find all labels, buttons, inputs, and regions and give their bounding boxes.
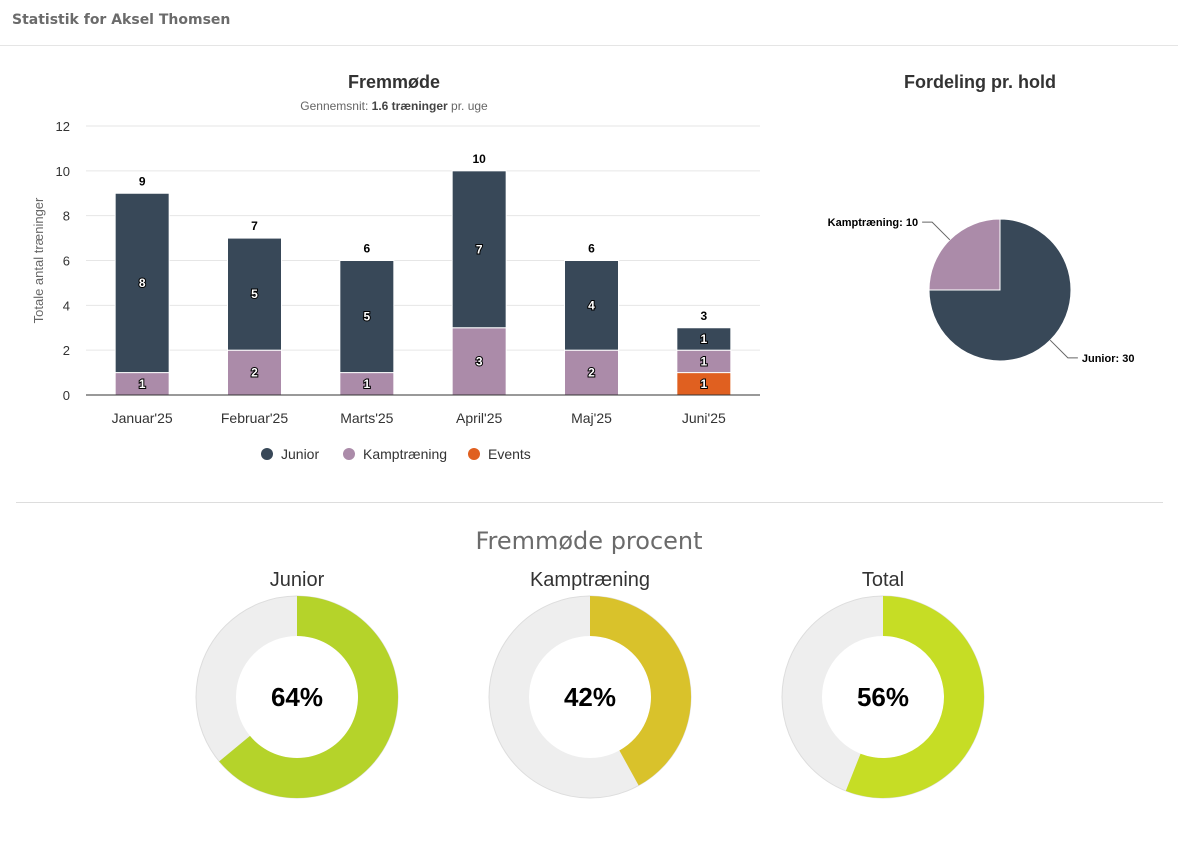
donut-percent-label: 42% bbox=[564, 682, 616, 712]
donut-value-arc bbox=[590, 596, 691, 786]
x-tick-label: Januar'25 bbox=[112, 410, 173, 426]
pie-connector bbox=[922, 221, 951, 241]
y-tick-label: 8 bbox=[63, 209, 70, 224]
bar-segment bbox=[451, 170, 507, 329]
x-tick-label: April'25 bbox=[456, 410, 502, 426]
y-axis-label: Totale antal træninger bbox=[31, 197, 46, 323]
bar-segment bbox=[339, 260, 395, 374]
pie-data-label: Junior: 30 bbox=[1082, 353, 1135, 365]
chart-subtitle: Gennemsnit: 1.6 træninger pr. uge bbox=[300, 99, 488, 113]
legend-item: Junior bbox=[281, 446, 319, 462]
y-tick-label: 10 bbox=[56, 164, 70, 179]
bar-data-label: 1 bbox=[700, 377, 707, 391]
donut-gauge: 56% bbox=[781, 595, 985, 799]
pie-data-label: Kamptræning: 10 bbox=[828, 217, 918, 229]
page-header: Statistik for Aksel Thomsen bbox=[0, 0, 1178, 46]
donut-total: Total 56% bbox=[763, 565, 1003, 825]
x-tick-label: Februar'25 bbox=[221, 410, 288, 426]
bar-data-label: 7 bbox=[476, 242, 483, 256]
legend-item: Kamptræning bbox=[363, 446, 447, 462]
bar-segment bbox=[227, 237, 282, 351]
legend-item: Events bbox=[488, 446, 531, 462]
y-tick-label: 0 bbox=[63, 388, 70, 403]
donut-kamptraening: Kamptræning 42% bbox=[470, 565, 710, 825]
bar-data-label: 2 bbox=[588, 366, 595, 380]
donut-value-arc bbox=[219, 596, 399, 798]
donut-percent-label: 64% bbox=[271, 682, 323, 712]
bar-data-label: 5 bbox=[251, 287, 258, 301]
bar-data-label: 8 bbox=[139, 276, 146, 290]
legend-marker bbox=[468, 448, 480, 460]
page-title: Statistik for Aksel Thomsen bbox=[12, 12, 231, 28]
donut-value-arc bbox=[845, 596, 984, 798]
y-tick-label: 6 bbox=[63, 254, 70, 269]
bar-data-label: 1 bbox=[139, 377, 146, 391]
bar-data-label: 5 bbox=[363, 310, 370, 324]
bar-total-label: 6 bbox=[363, 242, 370, 256]
bar-data-label: 1 bbox=[700, 332, 707, 346]
bar-segment bbox=[564, 349, 619, 396]
y-tick-label: 2 bbox=[63, 343, 70, 358]
team-distribution-pie-chart: Fordeling pr. hold Kamptræning: 10 Junior:… bbox=[828, 72, 1135, 365]
x-tick-label: Juni'25 bbox=[682, 410, 726, 426]
donut-title: Kamptræning bbox=[529, 569, 651, 591]
x-tick-label: Maj'25 bbox=[571, 410, 612, 426]
chart-title: Fremmøde bbox=[348, 72, 440, 92]
donut-gauge: 42% bbox=[488, 595, 692, 799]
pie-connector bbox=[1049, 339, 1078, 359]
chart-title: Fordeling pr. hold bbox=[904, 72, 1056, 92]
bar-total-label: 3 bbox=[700, 309, 707, 323]
bar-data-label: 4 bbox=[588, 298, 595, 312]
bar-segment bbox=[564, 260, 619, 351]
bar-total-label: 6 bbox=[588, 242, 595, 256]
bar-total-label: 10 bbox=[472, 152, 486, 166]
legend-marker bbox=[343, 448, 355, 460]
bar-data-label: 1 bbox=[700, 354, 707, 368]
donut-title: Total bbox=[861, 569, 905, 591]
y-tick-label: 12 bbox=[56, 119, 70, 134]
legend-marker bbox=[261, 448, 273, 460]
section-divider bbox=[16, 502, 1163, 503]
bar-segment bbox=[676, 327, 732, 351]
x-tick-label: Marts'25 bbox=[340, 410, 393, 426]
bar-segment bbox=[114, 192, 170, 374]
bar-data-label: 2 bbox=[251, 366, 258, 380]
donut-gauge: 64% bbox=[195, 595, 399, 799]
bar-data-label: 3 bbox=[476, 354, 483, 368]
y-tick-label: 4 bbox=[63, 298, 70, 313]
bar-total-label: 7 bbox=[251, 219, 258, 233]
bar-total-label: 9 bbox=[139, 174, 146, 188]
bar-data-label: 1 bbox=[363, 377, 370, 391]
donut-junior: Junior 64% bbox=[177, 565, 417, 825]
donut-title: Junior bbox=[269, 569, 325, 591]
attendance-percent-title: Fremmøde procent bbox=[475, 527, 703, 555]
donut-percent-label: 56% bbox=[857, 682, 909, 712]
attendance-bar-chart: Fremmøde Gennemsnit: 1.6 træninger pr. ug… bbox=[31, 72, 760, 462]
